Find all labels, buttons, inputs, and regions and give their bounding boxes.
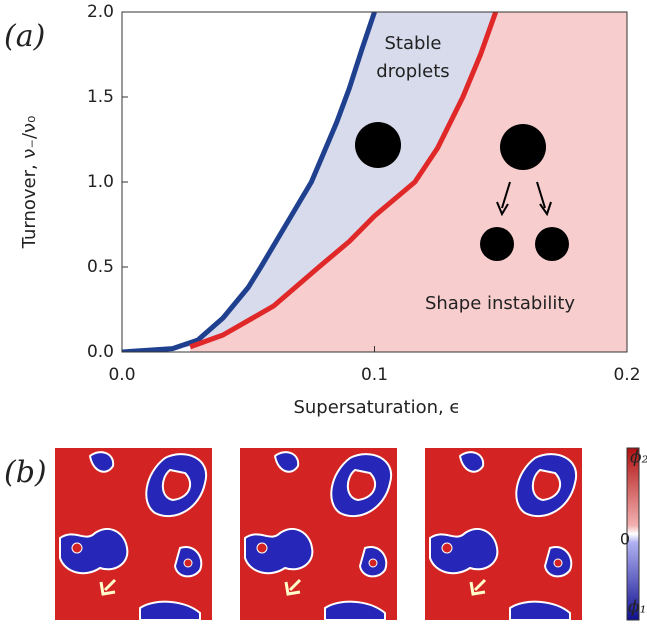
y-tick-label: 0.0 <box>87 342 114 362</box>
x-tick-label: 0.2 <box>613 365 640 385</box>
panel-label: (b) <box>4 455 47 490</box>
droplet-icons <box>355 122 569 261</box>
colorbar <box>626 447 640 621</box>
snapshot <box>53 446 214 622</box>
annotation: droplets <box>376 61 449 82</box>
curve <box>122 12 377 352</box>
x-tick-label: 0.1 <box>361 365 388 385</box>
droplet <box>355 122 401 168</box>
y-tick-label: 2.0 <box>87 2 114 22</box>
colorbar-label: ϕ₁ <box>628 598 646 618</box>
y-tick-label: 1.0 <box>87 172 114 192</box>
snapshot <box>238 446 399 622</box>
droplet <box>480 227 514 261</box>
region-fill <box>190 12 627 352</box>
y-tick-label: 0.5 <box>87 257 114 277</box>
x-axis-label: Supersaturation, ϵ <box>293 397 460 418</box>
snapshots <box>53 446 584 622</box>
colorbar-label: ϕ₂ <box>630 448 647 468</box>
region-fill <box>122 12 496 352</box>
y-tick-label: 1.5 <box>87 87 114 107</box>
arrow <box>536 181 552 217</box>
droplet <box>500 124 546 170</box>
plot-area: 0.0 0.1 0.2 0.0 0.5 1.0 1.5 2.0 <box>87 2 641 385</box>
x-tick-label: 0.0 <box>108 365 135 385</box>
y-axis-label: Turnover, ν₋/ν₀ <box>19 116 40 250</box>
panel-label: (a) <box>4 19 45 54</box>
colorbar-label: 0 <box>620 530 630 549</box>
annotation: Stable <box>384 33 441 54</box>
droplet <box>535 227 569 261</box>
snapshot <box>423 446 584 622</box>
annotation: Shape instability <box>425 293 575 314</box>
arrow <box>496 181 511 217</box>
curve <box>189 12 499 350</box>
